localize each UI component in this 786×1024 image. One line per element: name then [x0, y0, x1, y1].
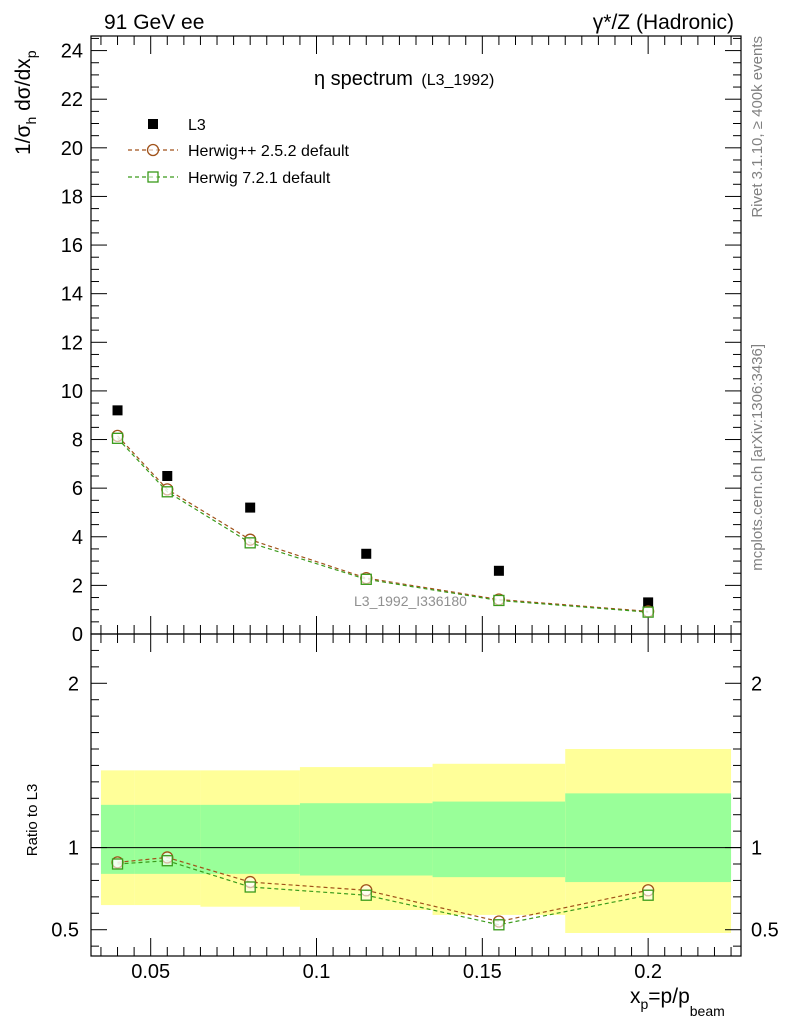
ylabel-part-3: dσ/dx: [12, 58, 35, 117]
xtick-label: 0.05: [131, 961, 170, 983]
main-ytick-label: 12: [61, 332, 83, 354]
main-ytick-label: 10: [61, 381, 83, 403]
ratio-ytick-label-right: 2: [751, 673, 762, 695]
main-series-point-0: [361, 548, 372, 559]
ratio-series-point-1: [161, 855, 173, 867]
main-ytick-label: 24: [61, 41, 83, 63]
legend-label-2: Herwig 7.2.1 default: [188, 170, 331, 187]
main-series-point-0: [245, 502, 256, 513]
main-ytick-label: 4: [72, 527, 83, 549]
legend-label-1: Herwig++ 2.5.2 default: [188, 143, 350, 160]
legend-marker-1: [146, 143, 160, 157]
ratio-series-point-1: [493, 919, 505, 931]
main-series-line-1: [117, 435, 649, 612]
xlabel: xp=p/pbeam: [630, 985, 725, 1019]
legend-label-0: L3: [188, 117, 206, 134]
legend-marker-2: [147, 171, 159, 183]
xlabel-part-2: p: [641, 996, 649, 1012]
main-ytick-label: 2: [72, 575, 83, 597]
main-series-point-2: [111, 432, 124, 444]
main-ytick-label: 18: [61, 186, 83, 208]
band-inner-4: [432, 801, 566, 878]
plot-title-tag: (L3_1992): [421, 72, 494, 89]
header-left: 91 GeV ee: [104, 11, 204, 34]
ratio-ytick-label: 0.5: [51, 920, 79, 942]
ylabel-part-4: p: [23, 50, 39, 58]
ratio-ytick-label-right: 0.5: [751, 920, 779, 942]
band-inner-2: [200, 804, 300, 874]
ratio-series-point-1: [244, 881, 256, 893]
main-ytick-label: 16: [61, 235, 83, 257]
main-ytick-label: 20: [61, 138, 83, 160]
main-ytick-label: 0: [72, 624, 83, 646]
main-ytick-label: 14: [61, 284, 83, 306]
main-series-point-0: [112, 405, 123, 416]
band-inner-5: [565, 793, 732, 883]
ylabel-part-2: h: [23, 117, 39, 125]
plot-title-main: η spectrum: [314, 68, 413, 90]
main-ylabel: 1/σh dσ/dxp: [12, 50, 39, 155]
ratio-ylabel: Ratio to L3: [24, 784, 41, 857]
side-label-bottom: mcplots.cern.ch [arXiv:1306:3436]: [749, 344, 766, 571]
main-series-point-2: [493, 594, 505, 607]
main-series-point-2: [642, 606, 654, 618]
main-series-point-0: [643, 597, 654, 608]
main-ytick-label: 8: [72, 430, 83, 452]
ratio-ytick-label-right: 1: [751, 838, 762, 860]
ylabel-part-1: 1/σ: [12, 124, 35, 155]
xlabel-part-3: =p/p: [648, 985, 689, 1008]
ratio-ytick-label: 2: [68, 673, 79, 695]
ratio-series-point-1: [111, 858, 124, 870]
ratio-series-line-0: [117, 856, 649, 923]
main-series-point-2: [161, 486, 173, 498]
xtick-label: 0.2: [634, 961, 662, 983]
band-inner-3: [299, 803, 433, 876]
ratio-series-line-1: [117, 860, 649, 926]
xtick-label: 0.1: [303, 961, 331, 983]
ratio-panel: 0.05 0.1 0.15 0.2 0.5 0.5 1 1 2 2: [51, 633, 779, 983]
main-ytick-label: 22: [61, 89, 83, 111]
xlabel-part-1: x: [630, 985, 641, 1008]
legend-marker-0: [148, 119, 158, 129]
ratio-series-point-1: [360, 889, 372, 901]
legend: L3 Herwig++ 2.5.2 default Herwig 7.2.1 def…: [128, 117, 350, 187]
side-label-top: Rivet 3.1.10, ≥ 400k events: [749, 36, 766, 218]
main-series-point-0: [162, 470, 173, 481]
xlabel-part-4: beam: [690, 1003, 725, 1019]
ratio-ytick-label: 1: [68, 838, 79, 860]
header-right: γ*/Z (Hadronic): [593, 11, 734, 34]
main-series-line-2: [117, 437, 649, 613]
xtick-label: 0.15: [463, 961, 502, 983]
main-series-point-2: [244, 537, 256, 549]
main-series-point-0: [493, 565, 504, 576]
main-ytick-label: 6: [72, 478, 83, 500]
plot-title: η spectrum (L3_1992): [314, 68, 494, 90]
main-series-point-2: [360, 573, 372, 585]
ratio-series-point-1: [642, 889, 654, 901]
watermark: L3_1992_I336180: [354, 593, 467, 609]
